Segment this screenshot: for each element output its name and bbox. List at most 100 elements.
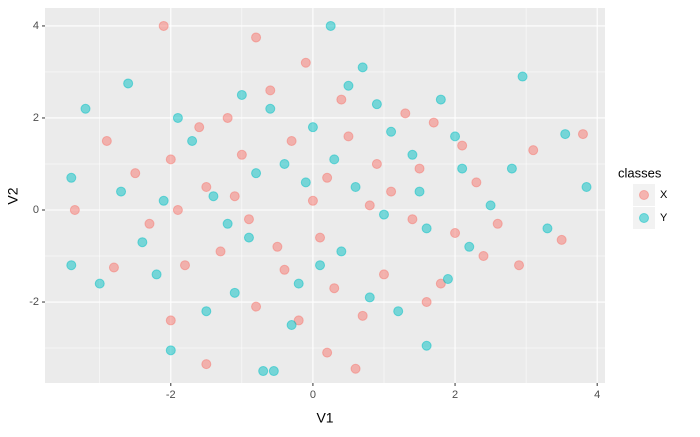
point [457,163,468,174]
point [194,122,205,133]
point [478,251,489,262]
point [243,232,254,243]
point [279,264,290,275]
point [556,234,567,245]
legend-symbol [639,213,649,223]
point [517,71,528,82]
point [158,20,169,31]
point [485,200,496,211]
point [336,94,347,105]
point [108,262,119,273]
point [400,108,411,119]
point [187,135,198,146]
point [165,315,176,326]
point [69,204,80,215]
x-tick-label: -2 [166,389,176,401]
point [357,62,368,73]
panel [45,8,605,383]
point [201,181,212,192]
point [343,80,354,91]
y-tick-label: 0 [33,204,39,216]
point [336,246,347,257]
x-axis-title: V1 [316,410,333,426]
point [577,129,588,140]
point [265,103,276,114]
y-tick-label: -2 [29,296,39,308]
point [329,154,340,165]
point [421,340,432,351]
point [215,246,226,257]
point [94,278,105,289]
point [581,181,592,192]
legend-symbol [639,190,649,200]
point [560,129,571,140]
point [393,306,404,317]
point [66,260,77,271]
point [80,103,91,114]
point [364,292,375,303]
point [371,158,382,169]
point [435,94,446,105]
point [243,214,254,225]
point [378,269,389,280]
point [421,297,432,308]
point [229,191,240,202]
legend-label: X [660,189,668,201]
point [428,117,439,128]
point [293,315,304,326]
point [542,223,553,234]
point [300,177,311,188]
y-tick-label: 4 [33,20,39,32]
point [151,269,162,280]
point [357,310,368,321]
point [371,99,382,110]
point [329,283,340,294]
point [506,163,517,174]
point [364,200,375,211]
point [421,223,432,234]
point [442,274,453,285]
legend-title: classes [618,165,662,180]
point [229,287,240,298]
point [322,172,333,183]
point [268,366,279,377]
point [137,237,148,248]
point [315,232,326,243]
x-tick-label: 2 [452,389,458,401]
point [236,89,247,100]
point [435,278,446,289]
point [307,195,318,206]
point [116,186,127,197]
point [315,260,326,271]
point [457,140,468,151]
point [180,260,190,271]
point [201,306,212,317]
point [514,260,525,271]
point [222,218,233,229]
point [130,168,141,179]
point [407,214,418,225]
point [222,112,233,123]
point [286,320,297,331]
x-tick-label: 0 [310,389,316,401]
point [165,345,176,356]
point [378,209,389,220]
point [325,20,336,31]
point [286,135,297,146]
point [450,228,461,238]
point [386,186,397,197]
legend-label: Y [660,212,668,224]
point [258,366,269,377]
point [272,241,283,252]
point [201,359,212,370]
point [492,218,503,229]
point [251,32,262,43]
point [414,186,425,197]
point [165,154,176,165]
point [322,347,333,358]
point [208,191,219,202]
point [265,85,276,96]
point [464,241,475,252]
point [101,135,112,146]
